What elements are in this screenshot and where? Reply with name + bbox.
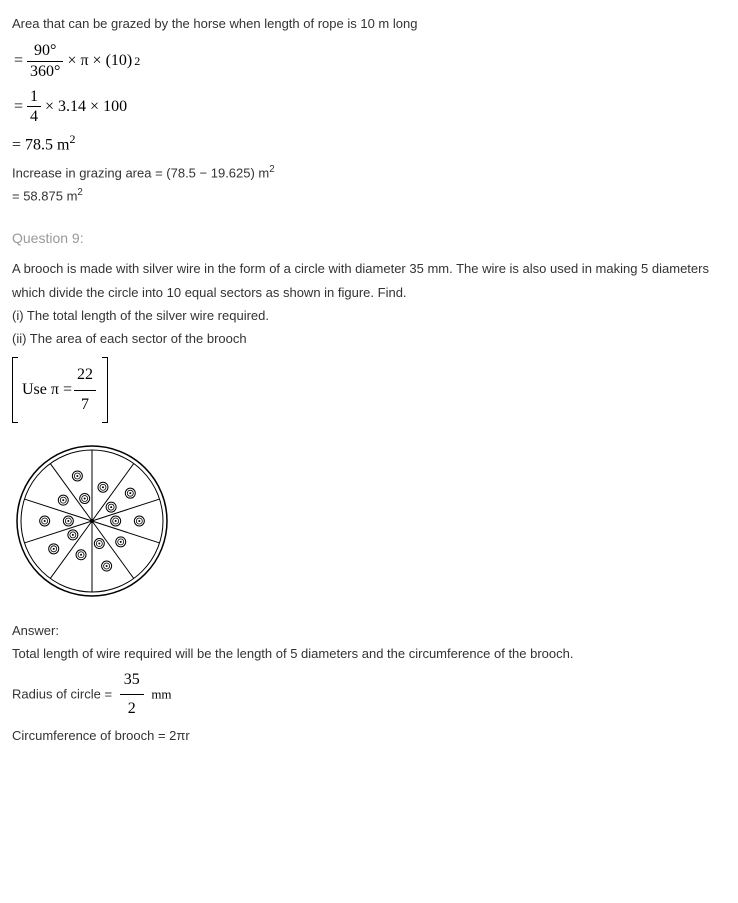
radius-unit: mm xyxy=(151,686,171,701)
use-pi-label: Use π = xyxy=(22,376,72,405)
brooch-figure xyxy=(12,441,726,608)
eq1-rest: × π × (10) xyxy=(67,51,132,70)
radius-label: Radius of circle = xyxy=(12,686,116,701)
brooch-svg xyxy=(12,441,172,601)
answer-line1: Total length of wire required will be th… xyxy=(12,642,726,665)
question-heading: Question 9: xyxy=(12,226,726,251)
increase-line: Increase in grazing area = (78.5 − 19.62… xyxy=(12,161,726,185)
increase-result-text: = 58.875 m xyxy=(12,189,77,204)
use-pi-den: 7 xyxy=(74,391,96,420)
eq2-rest: × 3.14 × 100 xyxy=(45,97,127,116)
eq1-exp: 2 xyxy=(134,54,140,68)
radius-den: 2 xyxy=(120,695,144,724)
prev-eq1: = 90° 360° × π × (10)2 xyxy=(12,41,726,80)
increase-result-exp: 2 xyxy=(77,187,82,198)
eq1-num: 90° xyxy=(27,41,63,61)
radius-line: Radius of circle = 35 2 mm xyxy=(12,666,726,725)
eq3-text: = 78.5 m xyxy=(12,136,69,153)
eq2-den: 4 xyxy=(27,107,41,126)
increase-exp: 2 xyxy=(269,164,274,175)
prev-eq3: = 78.5 m2 xyxy=(12,132,726,155)
prev-eq2: = 1 4 × 3.14 × 100 xyxy=(12,87,726,126)
increase-result: = 58.875 m2 xyxy=(12,184,726,208)
q9-part-ii: (ii) The area of each sector of the broo… xyxy=(12,327,726,350)
radius-num: 35 xyxy=(120,666,144,696)
use-pi-num: 22 xyxy=(74,361,96,391)
eq2-num: 1 xyxy=(27,87,41,107)
use-pi-hint: Use π = 22 7 xyxy=(12,357,108,424)
circumference-line: Circumference of brooch = 2πr xyxy=(12,724,726,747)
eq1-den: 360° xyxy=(27,62,63,81)
prev-intro: Area that can be grazed by the horse whe… xyxy=(12,12,726,35)
q9-body: A brooch is made with silver wire in the… xyxy=(12,257,726,304)
answer-label: Answer: xyxy=(12,619,726,642)
q9-part-i: (i) The total length of the silver wire … xyxy=(12,304,726,327)
eq3-exp: 2 xyxy=(69,132,75,146)
increase-label: Increase in grazing area = (78.5 − 19.62… xyxy=(12,165,269,180)
